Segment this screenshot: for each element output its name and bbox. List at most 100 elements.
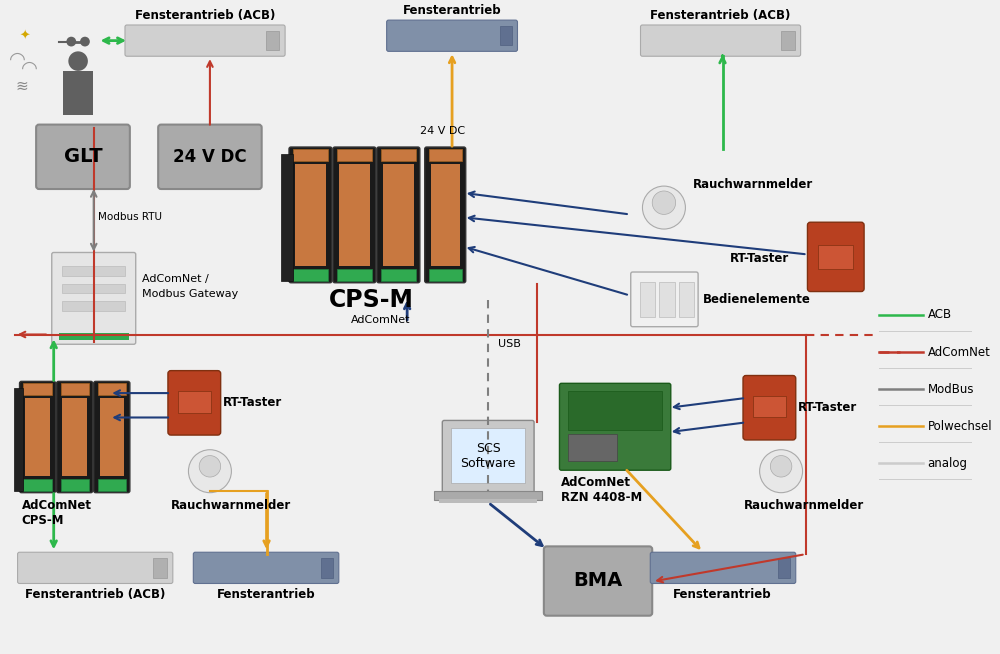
- Bar: [62, 398, 87, 476]
- Text: Fensterantrieb (ACB): Fensterantrieb (ACB): [135, 9, 275, 22]
- Bar: [23, 479, 52, 490]
- Bar: [98, 383, 126, 395]
- Circle shape: [652, 191, 676, 215]
- Bar: [818, 245, 853, 269]
- Text: Fensterantrieb (ACB): Fensterantrieb (ACB): [25, 589, 166, 602]
- Text: Modbus RTU: Modbus RTU: [98, 213, 162, 222]
- Bar: [62, 301, 125, 311]
- Bar: [321, 558, 333, 577]
- Text: Fensterantrieb: Fensterantrieb: [217, 589, 316, 602]
- Bar: [59, 332, 129, 340]
- Text: ≋: ≋: [15, 78, 28, 94]
- FancyBboxPatch shape: [125, 25, 285, 56]
- Text: ModBus: ModBus: [928, 383, 974, 396]
- FancyBboxPatch shape: [631, 272, 698, 327]
- Bar: [62, 284, 125, 294]
- Bar: [451, 428, 525, 483]
- FancyBboxPatch shape: [559, 383, 671, 470]
- FancyBboxPatch shape: [387, 20, 517, 52]
- FancyBboxPatch shape: [168, 371, 221, 435]
- Bar: [63, 71, 93, 115]
- Text: Fensterantrieb: Fensterantrieb: [673, 589, 772, 602]
- FancyBboxPatch shape: [94, 381, 130, 492]
- Bar: [14, 388, 23, 490]
- Text: AdComNet: AdComNet: [351, 315, 411, 325]
- Text: Rauchwarnmelder: Rauchwarnmelder: [693, 178, 813, 191]
- Bar: [100, 398, 124, 476]
- FancyBboxPatch shape: [544, 546, 652, 615]
- Circle shape: [188, 450, 231, 492]
- Text: CPS-M: CPS-M: [329, 288, 413, 313]
- Bar: [295, 164, 326, 266]
- Bar: [500, 26, 512, 46]
- Bar: [381, 149, 416, 161]
- Bar: [778, 558, 790, 577]
- Bar: [431, 164, 460, 266]
- Bar: [337, 149, 372, 161]
- FancyBboxPatch shape: [425, 147, 466, 283]
- Circle shape: [68, 52, 88, 71]
- Text: Polwechsel: Polwechsel: [928, 420, 992, 433]
- Circle shape: [199, 456, 221, 477]
- Text: ACB: ACB: [928, 309, 952, 322]
- Text: Rauchwarnmelder: Rauchwarnmelder: [744, 498, 864, 511]
- Bar: [281, 154, 293, 281]
- Bar: [434, 490, 542, 500]
- FancyBboxPatch shape: [57, 381, 93, 492]
- FancyBboxPatch shape: [289, 147, 332, 283]
- Circle shape: [770, 456, 792, 477]
- Text: ◠: ◠: [9, 50, 26, 69]
- Text: Bedienelemente: Bedienelemente: [703, 293, 811, 306]
- Bar: [753, 396, 786, 417]
- Bar: [337, 269, 372, 281]
- Text: Rauchwarnmelder: Rauchwarnmelder: [171, 498, 291, 511]
- Bar: [25, 398, 50, 476]
- FancyBboxPatch shape: [18, 552, 173, 583]
- FancyBboxPatch shape: [36, 124, 130, 189]
- Text: ◠: ◠: [21, 59, 38, 78]
- Text: RT-Taster: RT-Taster: [730, 252, 789, 265]
- Bar: [178, 391, 211, 413]
- Bar: [568, 434, 617, 462]
- Bar: [339, 164, 370, 266]
- Text: AdComNet /: AdComNet /: [142, 274, 208, 284]
- Text: 24 V DC: 24 V DC: [420, 126, 465, 136]
- Text: Fensterantrieb: Fensterantrieb: [403, 4, 501, 17]
- Bar: [568, 391, 662, 430]
- Bar: [429, 149, 462, 161]
- Text: AdComNet: AdComNet: [928, 345, 990, 358]
- Bar: [23, 383, 52, 395]
- Text: GLT: GLT: [64, 147, 102, 166]
- Text: ✦: ✦: [19, 30, 30, 43]
- Bar: [381, 269, 416, 281]
- Bar: [153, 558, 167, 577]
- FancyBboxPatch shape: [193, 552, 339, 583]
- Text: Fensterantrieb (ACB): Fensterantrieb (ACB): [650, 9, 791, 22]
- Text: RT-Taster: RT-Taster: [223, 396, 282, 409]
- Text: USB: USB: [498, 339, 521, 349]
- Bar: [659, 282, 675, 317]
- Bar: [383, 164, 414, 266]
- Bar: [640, 282, 655, 317]
- FancyBboxPatch shape: [52, 252, 136, 344]
- FancyBboxPatch shape: [743, 375, 796, 440]
- FancyBboxPatch shape: [158, 124, 262, 189]
- Bar: [293, 269, 328, 281]
- FancyBboxPatch shape: [442, 421, 534, 492]
- Text: 24 V DC: 24 V DC: [173, 148, 247, 166]
- Circle shape: [66, 37, 76, 46]
- Bar: [293, 149, 328, 161]
- FancyBboxPatch shape: [641, 25, 801, 56]
- Bar: [62, 266, 125, 276]
- FancyBboxPatch shape: [807, 222, 864, 292]
- Bar: [679, 282, 694, 317]
- FancyBboxPatch shape: [333, 147, 376, 283]
- Circle shape: [80, 37, 90, 46]
- Text: analog: analog: [928, 457, 968, 470]
- Circle shape: [760, 450, 803, 492]
- Bar: [439, 498, 537, 504]
- Text: Modbus Gateway: Modbus Gateway: [142, 288, 238, 299]
- Bar: [61, 383, 89, 395]
- Bar: [98, 479, 126, 490]
- Bar: [61, 479, 89, 490]
